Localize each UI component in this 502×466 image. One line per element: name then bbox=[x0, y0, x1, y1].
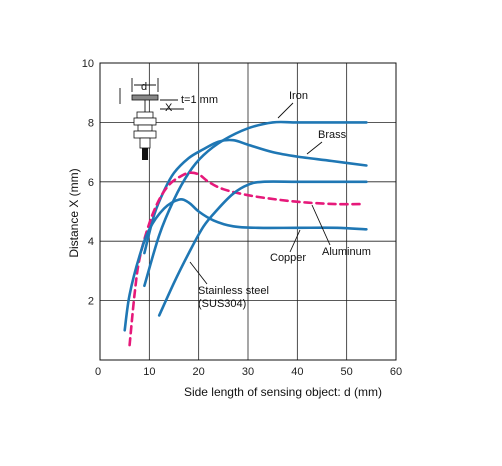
sensing-object-plate bbox=[131, 94, 159, 101]
series-line-stainless-steel-sus304 bbox=[157, 180, 368, 317]
y-tick-label: 2 bbox=[88, 296, 94, 308]
copper-leader bbox=[289, 229, 301, 253]
stainless-leader bbox=[189, 261, 208, 285]
curve-labels: Iron Brass Copper Aluminum Stainless ste… bbox=[189, 90, 371, 310]
sensor-x-label: X bbox=[165, 102, 173, 114]
iron-label: Iron bbox=[289, 90, 308, 102]
x-tick-label: 10 bbox=[143, 366, 155, 378]
tick-labels: 0 10 20 30 40 50 60 2 4 6 8 10 bbox=[82, 58, 402, 378]
sensor-t-label: t=1 mm bbox=[181, 94, 218, 106]
aluminum-leader bbox=[311, 204, 331, 246]
sensor-nut-bottom bbox=[133, 130, 157, 139]
copper-label: Copper bbox=[270, 252, 306, 264]
x-tick-label: 0 bbox=[95, 366, 101, 378]
y-tick-label: 10 bbox=[82, 58, 94, 70]
y-tick-label: 8 bbox=[88, 117, 94, 129]
sensor-shaft bbox=[139, 137, 151, 149]
brass-label: Brass bbox=[318, 129, 347, 141]
series-line-aluminum bbox=[128, 171, 363, 347]
aluminum-label: Aluminum bbox=[322, 246, 371, 258]
grid-lines bbox=[100, 63, 396, 360]
x-tick-label: 60 bbox=[390, 366, 402, 378]
brass-leader bbox=[306, 141, 323, 155]
sensor-nut-top bbox=[133, 117, 157, 126]
plot-frame bbox=[99, 62, 397, 361]
sensor-d-label: d bbox=[141, 81, 147, 93]
x-tick-label: 50 bbox=[341, 366, 353, 378]
data-series bbox=[123, 120, 368, 347]
sensor-diagram: d t=1 mm X bbox=[119, 78, 218, 160]
x-tick-label: 40 bbox=[291, 366, 303, 378]
sensor-cable bbox=[142, 148, 148, 160]
sensor-head bbox=[136, 111, 154, 119]
sensor-body bbox=[137, 124, 153, 132]
y-axis-label: Distance X (mm) bbox=[67, 168, 81, 257]
iron-leader bbox=[277, 102, 294, 119]
x-tick-label: 30 bbox=[242, 366, 254, 378]
stainless-label-line1: Stainless steel bbox=[198, 285, 269, 297]
series-line-copper bbox=[123, 198, 368, 332]
series-line-brass bbox=[143, 138, 368, 255]
stainless-label-line2: (SUS304) bbox=[198, 298, 246, 310]
y-tick-label: 4 bbox=[88, 236, 94, 248]
x-tick-label: 20 bbox=[193, 366, 205, 378]
y-tick-label: 6 bbox=[88, 177, 94, 189]
x-axis-label: Side length of sensing object: d (mm) bbox=[184, 385, 382, 399]
